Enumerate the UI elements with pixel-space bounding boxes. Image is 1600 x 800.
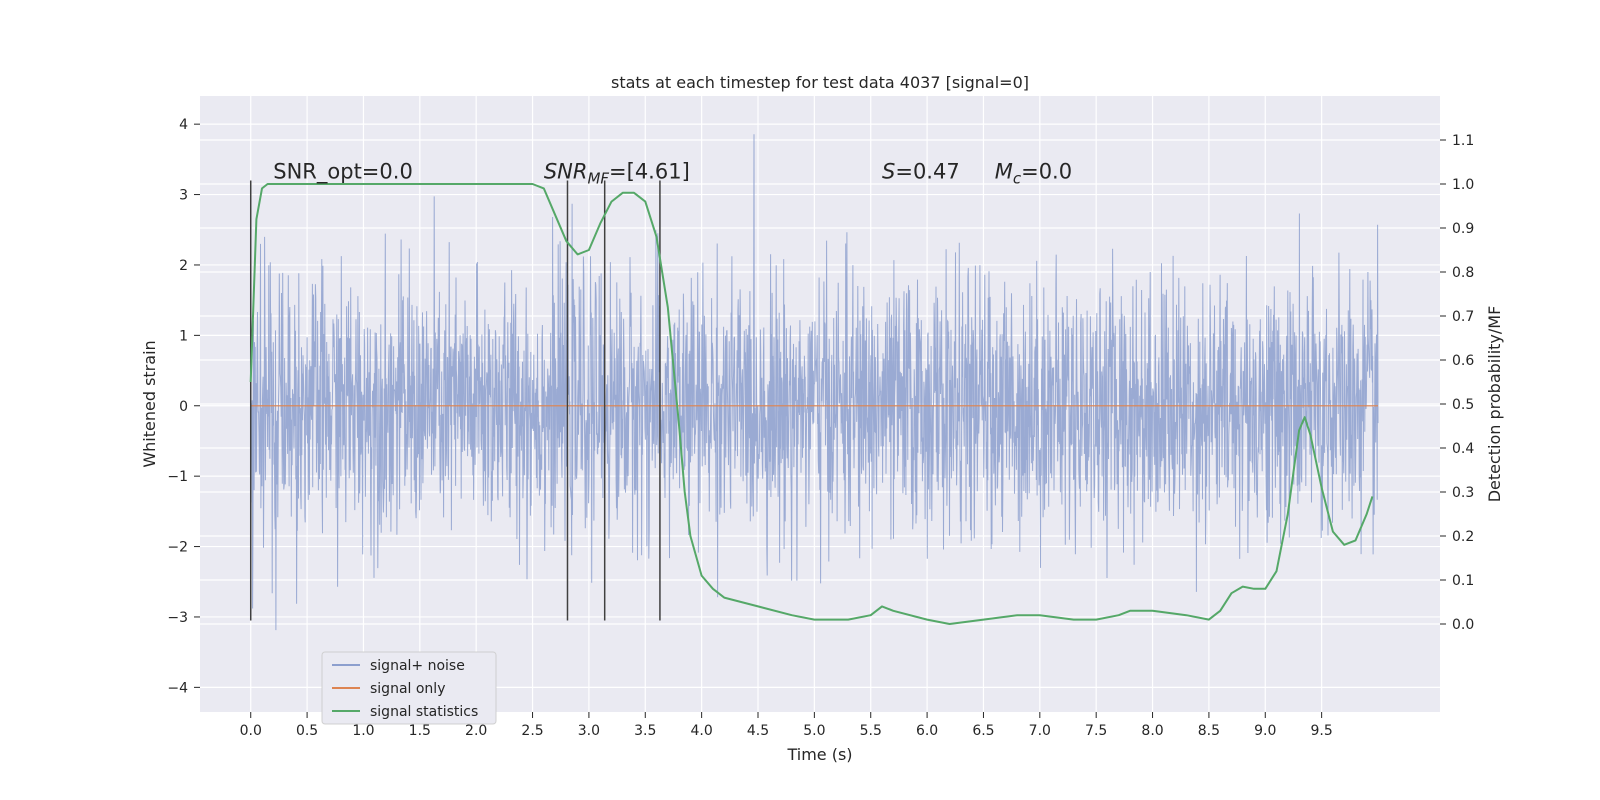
y-tick-label-7: 3 — [179, 188, 188, 204]
y-tick-label-0: −4 — [167, 680, 188, 696]
x-tick-label-7: 3.5 — [634, 723, 656, 739]
x-tick-label-14: 7.0 — [1029, 723, 1051, 739]
x-tick-label-12: 6.0 — [916, 723, 938, 739]
annotation-0: SNR_opt=0.0 — [273, 159, 413, 184]
y-tick-label-8: 4 — [179, 117, 188, 133]
y-tick-label-4: 0 — [179, 399, 188, 415]
y-tick-label-2: −2 — [167, 540, 188, 556]
y2-tick-label-8: 0.8 — [1452, 265, 1474, 281]
annotation-2: S=0.47 — [882, 159, 960, 183]
annotation-1: SNRMF=[4.61] — [544, 159, 690, 187]
y2-tick-label-7: 0.7 — [1452, 309, 1474, 325]
signal-noise-line — [250, 134, 1379, 631]
x-tick-label-10: 5.0 — [803, 723, 825, 739]
vertical-lines — [249, 180, 661, 621]
x-tick-label-8: 4.0 — [691, 723, 713, 739]
legend-label-2: signal statistics — [370, 704, 478, 720]
legend: signal+ noise signal only signal statistic… — [321, 651, 497, 725]
legend-label-0: signal+ noise — [370, 658, 465, 674]
x-tick-label-18: 9.0 — [1254, 723, 1276, 739]
x-tick-label-13: 6.5 — [972, 723, 994, 739]
x-tick-label-0: 0.0 — [240, 723, 262, 739]
y2-tick-label-6: 0.6 — [1452, 353, 1474, 369]
x-tick-label-6: 3.0 — [578, 723, 600, 739]
x-tick-label-4: 2.0 — [465, 723, 487, 739]
x-tick-label-3: 1.5 — [409, 723, 431, 739]
x-tick-label-19: 9.5 — [1311, 723, 1333, 739]
legend-box — [321, 651, 497, 725]
signal-statistics-line — [249, 183, 1374, 625]
y2-axis-label: Detection probability/MF — [1485, 306, 1504, 503]
y2-tick-label-11: 1.1 — [1452, 133, 1474, 149]
x-tick-label-15: 7.5 — [1085, 723, 1107, 739]
y2-tick-label-3: 0.3 — [1452, 485, 1474, 501]
y-tick-label-6: 2 — [179, 258, 188, 274]
y2-tick-label-0: 0.0 — [1452, 617, 1474, 633]
y-tick-label-1: −3 — [167, 610, 188, 626]
x-axis: 0.0 0.5 1.0 1.5 2.0 2.5 3.0 3.5 4.0 4.5 5.0 5.5 6.0 6… — [240, 712, 1333, 739]
legend-label-1: signal only — [370, 681, 445, 697]
x-axis-label: Time (s) — [786, 745, 852, 764]
y-tick-label-3: −1 — [167, 469, 188, 485]
x-tick-label-17: 8.5 — [1198, 723, 1220, 739]
series-signal-noise — [250, 134, 1379, 631]
y-axis-label: Whitened strain — [140, 340, 159, 467]
y2-tick-label-9: 0.9 — [1452, 221, 1474, 237]
annotation-3: Mc=0.0 — [995, 159, 1072, 187]
x-tick-label-1: 0.5 — [296, 723, 318, 739]
series-signal-statistics — [249, 183, 1374, 625]
x-tick-label-16: 8.0 — [1141, 723, 1163, 739]
y-axis-left: −4 −3 −2 −1 0 1 2 3 4 — [167, 117, 200, 696]
y-axis-right: 0.0 0.1 0.2 0.3 0.4 0.5 0.6 0.7 0.8 0.9 1.0 1.1 — [1440, 133, 1474, 633]
annotations: SNR_opt=0.0 SNRMF=[4.61] S=0.47 Mc=0.0 — [273, 159, 1072, 187]
chart-title: stats at each timestep for test data 403… — [611, 73, 1029, 92]
y2-tick-label-2: 0.2 — [1452, 529, 1474, 545]
x-tick-label-9: 4.5 — [747, 723, 769, 739]
x-tick-label-5: 2.5 — [521, 723, 543, 739]
y-tick-label-5: 1 — [179, 328, 188, 344]
x-tick-label-2: 1.0 — [352, 723, 374, 739]
y2-tick-label-10: 1.0 — [1452, 177, 1474, 193]
y2-tick-label-1: 0.1 — [1452, 573, 1474, 589]
x-tick-label-11: 5.5 — [860, 723, 882, 739]
y2-tick-label-4: 0.4 — [1452, 441, 1474, 457]
y2-tick-label-5: 0.5 — [1452, 397, 1474, 413]
